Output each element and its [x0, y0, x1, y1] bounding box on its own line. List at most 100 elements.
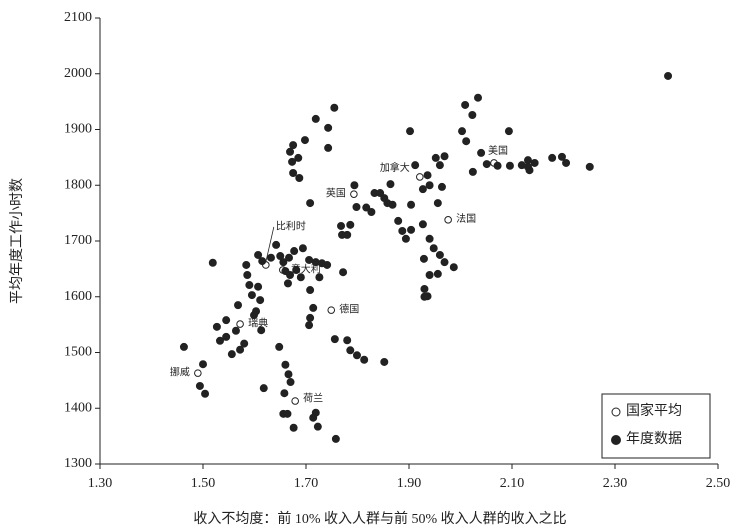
- y-tick-label: 1300: [64, 456, 92, 471]
- annual-point: [523, 162, 532, 171]
- annual-point: [306, 313, 315, 322]
- annual-point: [367, 208, 376, 217]
- annual-point: [352, 351, 361, 360]
- annual-point: [259, 384, 268, 393]
- x-tick-label: 2.10: [500, 476, 525, 491]
- point-label: 加拿大: [380, 161, 410, 174]
- annual-point: [380, 357, 389, 366]
- annual-point: [294, 153, 303, 162]
- annual-point: [429, 244, 438, 253]
- annual-point: [236, 345, 245, 354]
- annual-point: [330, 335, 339, 344]
- annual-point: [440, 258, 449, 267]
- annual-point: [338, 230, 347, 239]
- annual-point: [284, 370, 293, 379]
- y-tick-label: 2100: [64, 10, 92, 25]
- annual-point: [222, 316, 231, 325]
- annual-point: [306, 199, 315, 208]
- annual-point: [418, 220, 427, 229]
- annual-point: [505, 161, 514, 170]
- legend-label: 年度数据: [626, 431, 682, 447]
- annual-point: [461, 100, 470, 109]
- annual-point: [362, 203, 371, 212]
- annual-point: [331, 434, 340, 443]
- point-label: 挪威: [170, 365, 190, 378]
- point-label: 比利时: [276, 220, 306, 232]
- average-point: [194, 369, 202, 377]
- annual-point: [247, 291, 256, 300]
- x-tick-label: 1.70: [294, 476, 319, 491]
- annual-point: [360, 355, 369, 364]
- annual-point: [257, 326, 266, 335]
- annual-point: [339, 268, 348, 277]
- annual-point: [418, 185, 427, 194]
- annual-point: [305, 321, 314, 330]
- annual-point: [298, 244, 307, 253]
- legend-marker: [611, 407, 621, 417]
- average-point: [236, 320, 244, 328]
- annual-point: [433, 199, 442, 208]
- annual-point: [330, 103, 339, 112]
- annual-point: [286, 147, 295, 156]
- annual-point: [477, 148, 486, 157]
- annual-point: [240, 339, 249, 348]
- annual-point: [388, 200, 397, 209]
- annual-point: [286, 378, 295, 387]
- x-tick-label: 2.50: [706, 476, 731, 491]
- annual-point: [231, 326, 240, 335]
- annual-point: [523, 156, 532, 165]
- y-tick-label: 1900: [64, 122, 92, 137]
- annual-point: [283, 279, 292, 288]
- annual-point: [315, 273, 324, 282]
- annual-point: [313, 422, 322, 431]
- annual-point: [254, 282, 263, 291]
- annual-point: [406, 127, 415, 136]
- annual-point: [346, 220, 355, 229]
- annual-point: [195, 381, 204, 390]
- annual-point: [462, 137, 471, 146]
- annual-point: [482, 160, 491, 169]
- annual-point: [337, 221, 346, 230]
- annual-point: [212, 322, 221, 331]
- annual-point: [468, 111, 477, 120]
- annual-point: [437, 182, 446, 191]
- annual-point: [435, 161, 444, 170]
- annual-point: [275, 342, 284, 351]
- average-point: [291, 397, 299, 405]
- legend-label: 国家平均: [626, 402, 682, 419]
- annual-point: [288, 157, 297, 166]
- y-tick-label: 1400: [64, 400, 92, 415]
- annual-point: [289, 141, 298, 150]
- x-tick-label: 1.90: [397, 476, 422, 491]
- annual-point: [504, 127, 513, 136]
- annual-point: [474, 93, 483, 102]
- annual-point: [407, 225, 416, 234]
- x-axis-label: 收入不均度：前 10% 收入人群与前 50% 收入人群的收入之比: [193, 510, 566, 527]
- annual-point: [346, 346, 355, 355]
- annual-point: [309, 303, 318, 312]
- leader-line: [265, 226, 275, 263]
- point-label: 英国: [326, 186, 346, 199]
- annual-point: [306, 286, 315, 295]
- x-tick-label: 1.50: [191, 476, 216, 491]
- annual-point: [179, 342, 188, 351]
- annual-point: [234, 301, 243, 310]
- annual-point: [411, 161, 420, 170]
- annual-point: [420, 284, 429, 293]
- point-label: 荷兰: [303, 391, 323, 404]
- annual-point: [243, 271, 252, 280]
- annual-point: [254, 250, 263, 259]
- annual-point: [324, 143, 333, 152]
- annual-point: [227, 350, 236, 359]
- annual-point: [394, 216, 403, 225]
- annual-point: [201, 389, 210, 398]
- annual-point: [458, 127, 467, 136]
- annual-point: [292, 265, 301, 274]
- y-axis-label: 平均年度工作小时数: [9, 178, 25, 304]
- y-tick-label: 1500: [64, 345, 92, 360]
- annual-point: [664, 71, 673, 80]
- annual-point: [401, 234, 410, 243]
- annual-point: [279, 258, 288, 267]
- annual-point: [285, 253, 294, 262]
